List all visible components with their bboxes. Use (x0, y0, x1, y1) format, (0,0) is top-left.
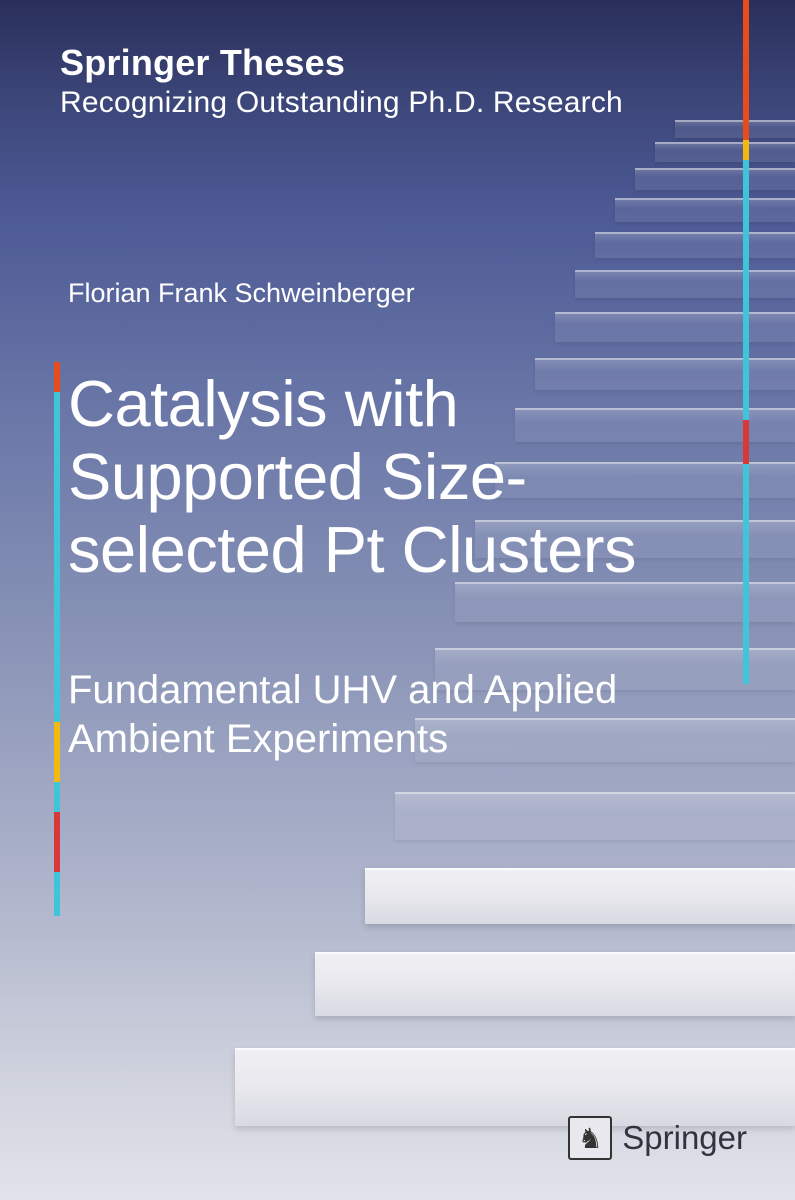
series-header: Springer Theses Recognizing Outstanding … (60, 42, 623, 120)
stair-step (575, 270, 795, 298)
accent-segment (54, 782, 60, 812)
stair-step (675, 120, 795, 138)
accent-bar-right (743, 0, 749, 684)
stair-step (555, 312, 795, 342)
publisher-logo-icon: ♞ (568, 1116, 612, 1160)
accent-segment (54, 392, 60, 722)
accent-segment (54, 722, 60, 782)
publisher-block: ♞ Springer (568, 1116, 747, 1160)
stair-step (615, 198, 795, 222)
stair-step (235, 1048, 795, 1126)
accent-segment (743, 160, 749, 420)
book-subtitle: Fundamental UHV and AppliedAmbient Exper… (68, 666, 617, 764)
stair-step (395, 792, 795, 840)
title-line: Catalysis with (68, 368, 636, 441)
stair-step (635, 168, 795, 190)
accent-segment (743, 464, 749, 684)
subtitle-line: Fundamental UHV and Applied (68, 666, 617, 715)
series-title: Springer Theses (60, 42, 623, 84)
stair-step (655, 142, 795, 162)
horse-icon: ♞ (578, 1122, 603, 1155)
author-name: Florian Frank Schweinberger (68, 278, 415, 309)
accent-segment (54, 872, 60, 916)
title-line: Supported Size- (68, 441, 636, 514)
accent-segment (743, 420, 749, 464)
book-title: Catalysis withSupported Size-selected Pt… (68, 368, 636, 586)
stair-step (365, 868, 795, 924)
accent-bar-left (54, 362, 60, 916)
subtitle-line: Ambient Experiments (68, 715, 617, 764)
publisher-name: Springer (622, 1119, 747, 1157)
series-tagline: Recognizing Outstanding Ph.D. Research (60, 86, 623, 120)
accent-segment (743, 0, 749, 140)
title-line: selected Pt Clusters (68, 514, 636, 587)
staircase-graphic (375, 120, 795, 1200)
stair-step (595, 232, 795, 258)
accent-segment (54, 812, 60, 872)
accent-segment (743, 140, 749, 160)
accent-segment (54, 362, 60, 392)
stair-step (315, 952, 795, 1016)
